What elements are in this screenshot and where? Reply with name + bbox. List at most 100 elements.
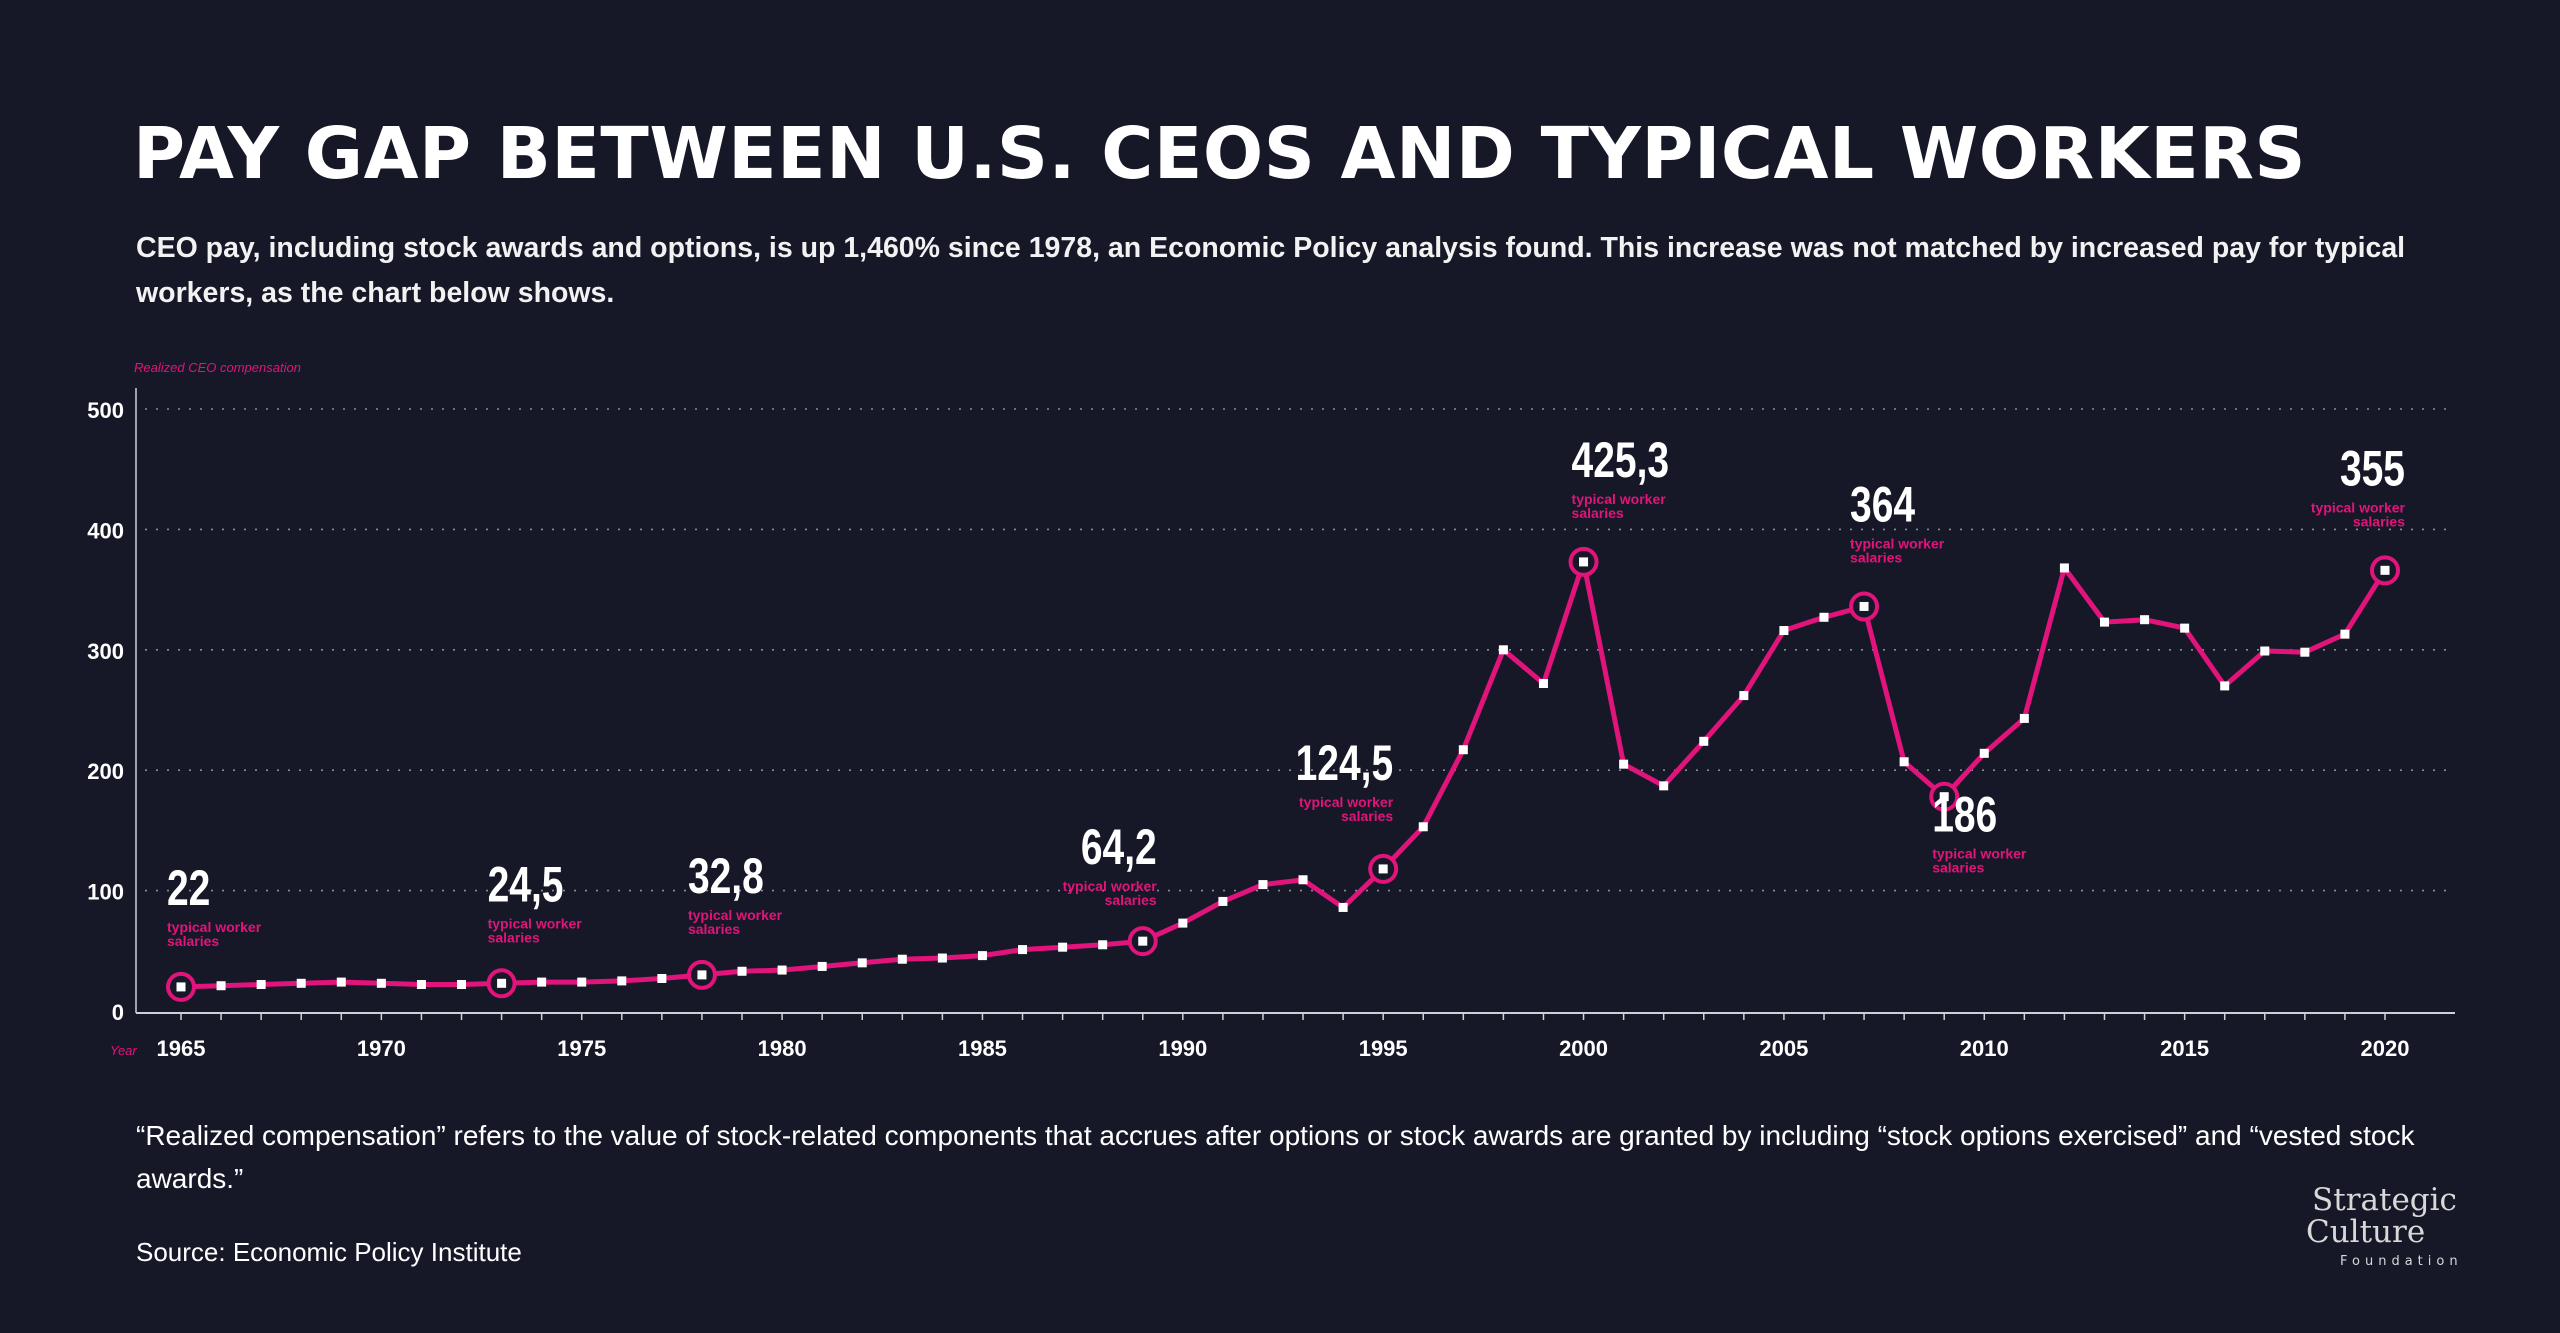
annotation-value: 425,3 (1572, 431, 1670, 488)
annotation-sub-line2: salaries (1932, 860, 1984, 876)
y-tick-label: 500 (87, 398, 124, 423)
x-tick-label: 2000 (1559, 1036, 1608, 1061)
x-tick-label: 1980 (758, 1036, 807, 1061)
y-tick-labels: 0 100 200 300 400 500 (87, 398, 124, 1025)
annotation-sub-line2: salaries (1341, 808, 1393, 824)
data-point (1458, 745, 1468, 755)
source-note: Source: Economic Policy Institute (136, 1237, 522, 1267)
data-point (416, 980, 426, 990)
y-tick-label: 400 (87, 518, 124, 543)
data-point (1619, 759, 1629, 769)
data-point (176, 982, 186, 992)
annotation-sub-line2: salaries (488, 929, 540, 945)
x-tick-label: 1975 (557, 1036, 606, 1061)
data-point (2059, 563, 2069, 573)
y-tick-label: 0 (112, 1000, 124, 1025)
data-point (457, 980, 467, 990)
data-point (376, 978, 386, 988)
data-point (1338, 902, 1348, 912)
annotation-sub-line2: salaries (1105, 892, 1157, 908)
data-point (2140, 615, 2150, 625)
data-point (1138, 936, 1148, 946)
y-tick-label: 300 (87, 639, 124, 664)
x-tick-label: 2015 (2160, 1036, 2209, 1061)
data-point (697, 970, 707, 980)
annotation-sub-line1: typical worker (688, 907, 783, 923)
data-point (1178, 918, 1188, 928)
data-point (1859, 601, 1869, 611)
data-point (1739, 691, 1749, 701)
data-point (937, 953, 947, 963)
line-chart: Realized CEO compensation Year 0 100 200 30… (87, 360, 2455, 1061)
data-point (1579, 557, 1589, 567)
ceo-pay-line (180, 559, 2388, 990)
x-tick-label: 1995 (1359, 1036, 1408, 1061)
data-point (1098, 940, 1108, 950)
annotation-value: 24,5 (488, 856, 564, 913)
data-point (216, 981, 226, 991)
annotation-sub-line2: salaries (1572, 505, 1624, 521)
data-point (497, 978, 507, 988)
data-point (1538, 679, 1548, 689)
grid-lines (145, 408, 2455, 892)
logo-line3: Foundation (2340, 1254, 2463, 1269)
data-point (1218, 896, 1228, 906)
data-point (737, 966, 747, 976)
annotation-sub-line1: typical worker (1850, 535, 1945, 551)
annotation-value: 364 (1850, 476, 1915, 533)
data-point (2380, 565, 2390, 575)
data-point (657, 973, 667, 983)
annotation-sub-line1: typical worker (1299, 794, 1394, 810)
annotation-value: 186 (1932, 786, 1997, 843)
data-point (1298, 875, 1308, 885)
y-tick-label: 100 (87, 880, 124, 905)
data-point (617, 976, 627, 986)
x-tick-label: 2020 (2361, 1036, 2410, 1061)
annotation-sub-line1: typical worker (167, 919, 262, 935)
x-tick-label: 2010 (1960, 1036, 2009, 1061)
annotation-sub-line2: salaries (167, 933, 219, 949)
data-point (296, 978, 306, 988)
data-point (2300, 647, 2310, 657)
axes (135, 388, 2455, 1020)
data-point (1418, 822, 1428, 832)
data-point (1819, 612, 1829, 622)
data-point (817, 961, 827, 971)
data-point (2180, 623, 2190, 633)
y-tick-label: 200 (87, 759, 124, 784)
annotation-sub-line1: typical worker (488, 915, 583, 931)
x-tick-labels: 1965 1970 1975 1980 1985 1990 1995 2000 2005 2010… (157, 1036, 2410, 1061)
annotation-sub-line1: typical worker (2311, 499, 2406, 515)
x-tick-label: 1965 (157, 1036, 206, 1061)
data-point (2260, 646, 2270, 656)
annotation-sub-line1: typical worker (1063, 878, 1158, 894)
strategic-culture-logo: Strategic Culture Foundation (2300, 1183, 2460, 1273)
footnote: “Realized compensation” refers to the va… (136, 1120, 2415, 1194)
annotation-value: 124,5 (1296, 734, 1394, 791)
data-point (857, 958, 867, 968)
data-point (1498, 645, 1508, 655)
data-point (577, 977, 587, 987)
data-point (897, 954, 907, 964)
annotation-value: 355 (2340, 440, 2405, 497)
data-point (1659, 781, 1669, 791)
data-point (777, 965, 787, 975)
data-point-markers (166, 546, 2400, 1002)
x-axis-label: Year (110, 1043, 137, 1058)
data-point (2019, 713, 2029, 723)
data-point (2220, 681, 2230, 691)
data-point (1899, 757, 1909, 767)
chart-title: PAY GAP BETWEEN U.S. CEOS AND TYPICAL WO… (133, 112, 2307, 195)
data-point (1258, 880, 1268, 890)
data-point (1779, 626, 1789, 636)
data-point (2340, 629, 2350, 639)
data-point (1058, 942, 1068, 952)
annotation-sub-line2: salaries (688, 921, 740, 937)
x-tick-label: 1985 (958, 1036, 1007, 1061)
x-tick-label: 1970 (357, 1036, 406, 1061)
data-point (1699, 736, 1709, 746)
chart-subtitle: CEO pay, including stock awards and opti… (136, 232, 2406, 309)
annotation-sub-line2: salaries (2353, 513, 2405, 529)
logo-line1: Strategic (2312, 1182, 2457, 1218)
